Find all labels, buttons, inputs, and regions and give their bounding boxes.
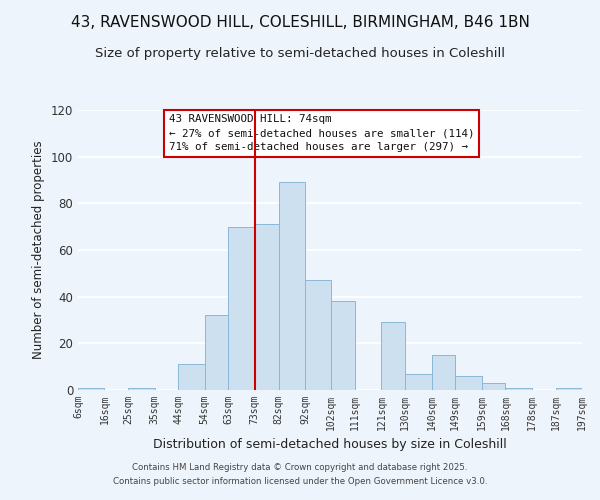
Bar xyxy=(431,355,455,390)
Bar xyxy=(505,388,532,390)
X-axis label: Distribution of semi-detached houses by size in Coleshill: Distribution of semi-detached houses by … xyxy=(153,438,507,452)
Bar xyxy=(78,388,104,390)
Bar xyxy=(128,388,155,390)
Bar xyxy=(278,182,305,390)
Bar xyxy=(455,376,482,390)
Text: Size of property relative to semi-detached houses in Coleshill: Size of property relative to semi-detach… xyxy=(95,48,505,60)
Bar xyxy=(482,383,505,390)
Bar xyxy=(255,224,278,390)
Bar xyxy=(556,388,582,390)
Text: 43, RAVENSWOOD HILL, COLESHILL, BIRMINGHAM, B46 1BN: 43, RAVENSWOOD HILL, COLESHILL, BIRMINGH… xyxy=(71,15,529,30)
Text: Contains public sector information licensed under the Open Government Licence v3: Contains public sector information licen… xyxy=(113,478,487,486)
Bar xyxy=(331,302,355,390)
Text: 43 RAVENSWOOD HILL: 74sqm
← 27% of semi-detached houses are smaller (114)
71% of: 43 RAVENSWOOD HILL: 74sqm ← 27% of semi-… xyxy=(169,114,474,152)
Bar xyxy=(382,322,405,390)
Text: Contains HM Land Registry data © Crown copyright and database right 2025.: Contains HM Land Registry data © Crown c… xyxy=(132,462,468,471)
Bar xyxy=(178,364,205,390)
Y-axis label: Number of semi-detached properties: Number of semi-detached properties xyxy=(32,140,45,360)
Bar xyxy=(205,316,229,390)
Bar xyxy=(229,226,255,390)
Bar xyxy=(305,280,331,390)
Bar xyxy=(405,374,431,390)
